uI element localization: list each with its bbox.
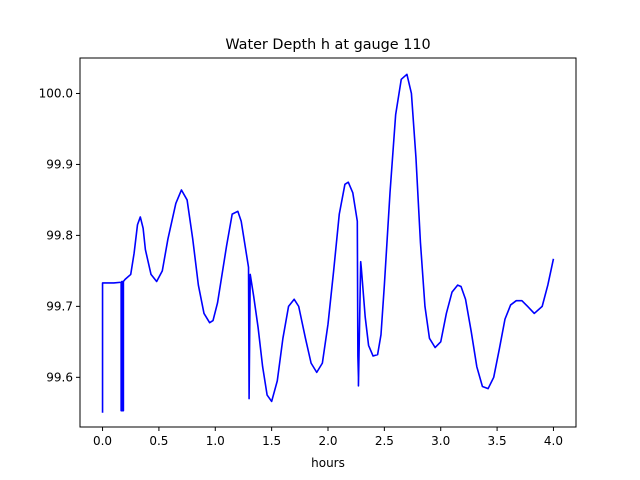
x-tick-label: 0.0 — [93, 434, 112, 448]
x-tick-label: 2.0 — [318, 434, 337, 448]
series-line — [101, 73, 555, 413]
y-tick-label: 99.7 — [46, 299, 73, 313]
y-tick-label: 99.6 — [46, 370, 73, 384]
x-tick-label: 4.0 — [544, 434, 563, 448]
x-tick-label: 3.5 — [488, 434, 507, 448]
x-axis-label: hours — [311, 456, 345, 470]
chart-title: Water Depth h at gauge 110 — [225, 37, 430, 53]
y-tick-label: 100.0 — [39, 86, 73, 100]
y-tick-label: 99.9 — [46, 157, 73, 171]
y-axis: 99.6 99.7 99.8 99.9 100.0 — [39, 86, 80, 384]
x-tick-label: 2.5 — [375, 434, 394, 448]
x-tick-label: 0.5 — [149, 434, 168, 448]
x-axis: 0.0 0.5 1.0 1.5 2.0 2.5 3.0 3.5 4.0 — [93, 427, 563, 448]
x-tick-label: 1.5 — [262, 434, 281, 448]
x-tick-label: 3.0 — [431, 434, 450, 448]
y-tick-label: 99.8 — [46, 228, 73, 242]
x-tick-label: 1.0 — [206, 434, 225, 448]
